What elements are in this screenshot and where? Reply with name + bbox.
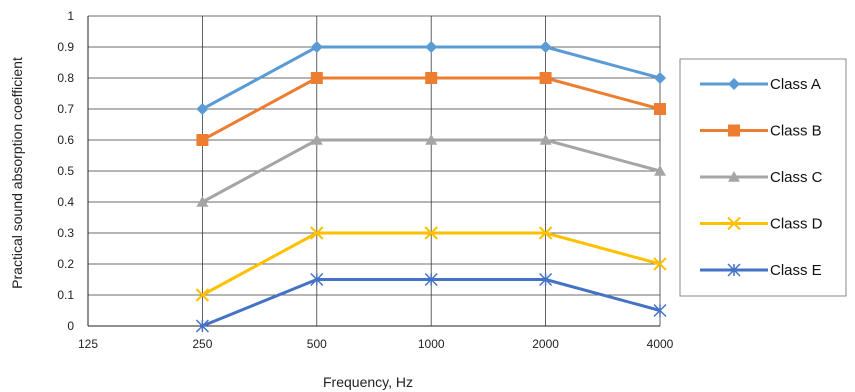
x-tick-labels: 125 250 500 1000 2000 4000 — [78, 337, 674, 351]
y-tick-label: 0 — [67, 319, 74, 333]
x-tick-label: 250 — [192, 337, 212, 351]
data-point — [310, 226, 324, 240]
data-point — [310, 72, 323, 84]
x-tick-label: 2000 — [532, 337, 559, 351]
y-tick-label: 0.6 — [57, 133, 74, 147]
data-point — [538, 226, 553, 240]
y-axis-title: Practical sound absorption coefficient — [9, 57, 25, 289]
legend-label: Class A — [770, 76, 821, 93]
x-tick-label: 1000 — [418, 337, 445, 351]
legend-label: Class C — [770, 169, 823, 186]
x-axis-title: Frequency, Hz — [323, 374, 413, 390]
data-point — [653, 303, 667, 318]
data-point — [425, 41, 438, 53]
y-tick-labels: 0 0.1 0.2 0.3 0.4 0.5 0.6 0.7 0.8 0.9 1 — [57, 9, 74, 333]
legend-marker — [728, 78, 740, 90]
data-point — [654, 72, 666, 84]
y-tick-label: 1 — [67, 9, 74, 23]
data-point — [310, 134, 323, 145]
data-point — [424, 272, 438, 287]
data-point — [196, 196, 209, 207]
data-point — [195, 288, 210, 302]
legend-entry: Class A — [700, 76, 821, 93]
data-point — [539, 272, 553, 287]
series-lines — [195, 41, 667, 333]
legend-entry: Class E — [700, 262, 822, 279]
series-5 — [195, 272, 667, 333]
series-4 — [195, 226, 667, 302]
legend-marker — [727, 216, 741, 231]
legend-label: Class D — [770, 216, 823, 233]
legend-label: Class B — [770, 123, 822, 140]
y-tick-label: 0.2 — [57, 257, 74, 271]
y-tick-label: 0.5 — [57, 164, 74, 178]
data-point — [539, 41, 552, 53]
data-point — [653, 257, 667, 271]
data-point — [654, 103, 666, 115]
data-point — [654, 165, 666, 176]
data-point — [196, 103, 209, 115]
data-point — [425, 134, 438, 145]
data-point — [310, 272, 324, 287]
data-point — [424, 226, 438, 240]
legend-marker — [728, 124, 740, 137]
y-tick-label: 0.7 — [57, 102, 74, 116]
y-tick-label: 0.8 — [57, 71, 74, 85]
series-2 — [196, 72, 666, 146]
x-tick-label: 4000 — [647, 337, 674, 351]
data-point — [539, 72, 552, 84]
y-tick-label: 0.4 — [57, 195, 74, 209]
data-point — [310, 41, 323, 53]
x-tick-label: 125 — [78, 337, 98, 351]
data-point — [195, 319, 209, 333]
legend-entry: Class C — [700, 169, 823, 186]
data-point — [539, 134, 552, 145]
y-tick-label: 0.1 — [57, 288, 74, 302]
series-1 — [196, 41, 666, 115]
y-tick-label: 0.9 — [57, 40, 74, 54]
y-tick-label: 0.3 — [57, 226, 74, 240]
legend-label: Class E — [770, 262, 822, 279]
series-3 — [196, 134, 666, 207]
legend-entry: Class B — [700, 123, 822, 140]
legend: Class A Class B Class C Class D Class E — [679, 58, 847, 297]
legend-marker — [728, 171, 740, 182]
legend-entry: Class D — [700, 216, 823, 233]
data-point — [425, 72, 438, 84]
x-tick-label: 500 — [307, 337, 327, 351]
legend-marker — [727, 263, 741, 277]
data-point — [196, 134, 209, 146]
